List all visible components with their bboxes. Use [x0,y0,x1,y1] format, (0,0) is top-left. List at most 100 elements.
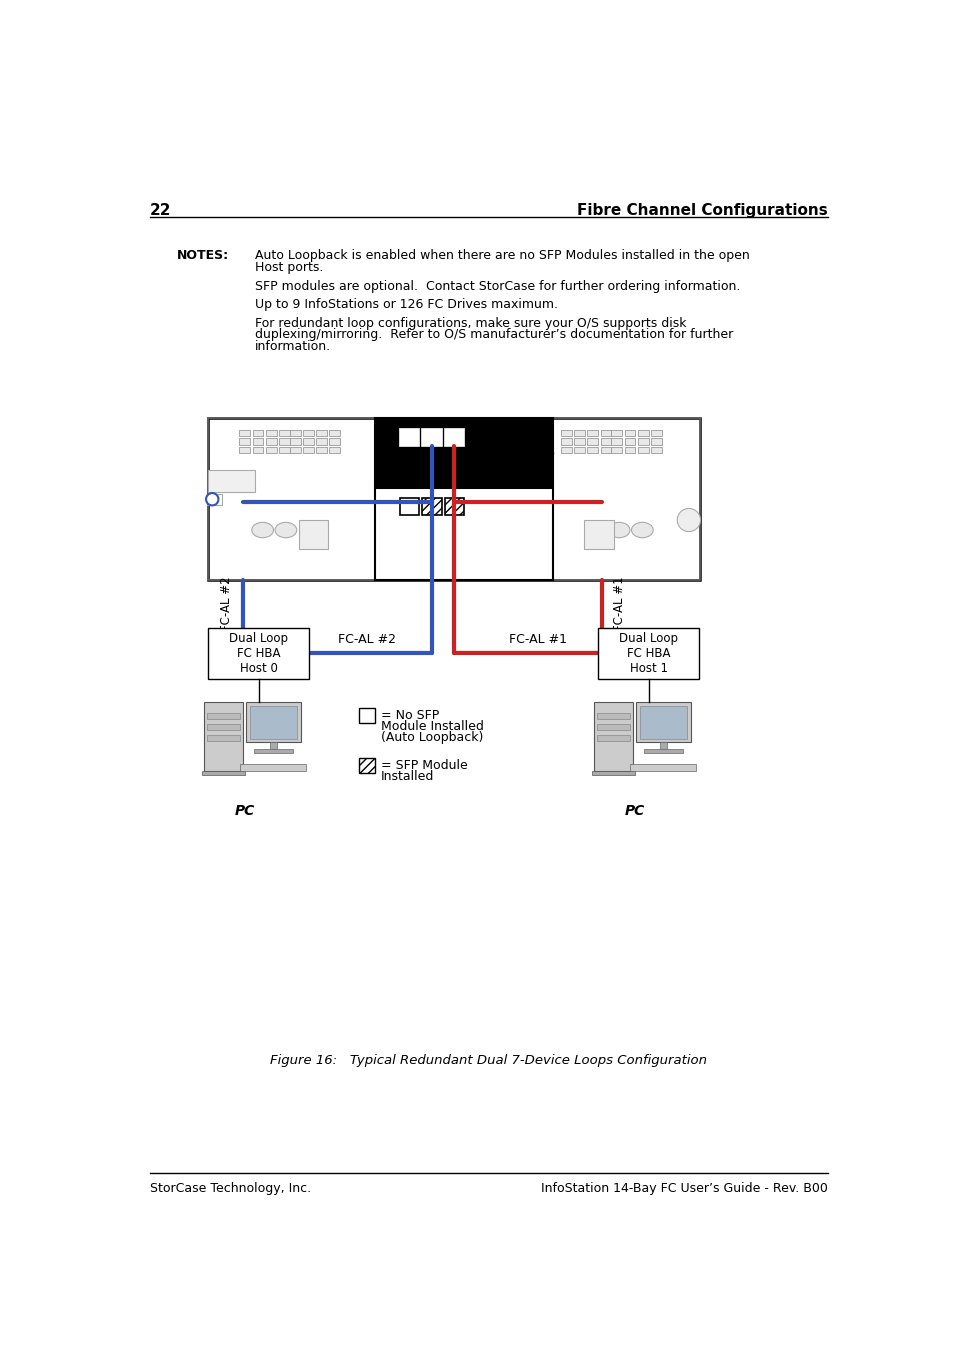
Bar [637,446,648,453]
Bar [239,430,250,437]
Ellipse shape [274,523,296,538]
Bar [202,771,245,775]
Bar [399,498,418,515]
Text: NOTES:: NOTES: [177,249,230,261]
Text: Module Installed: Module Installed [381,720,483,732]
Text: InfoStation 14-Bay FC User’s Guide - Rev. B00: InfoStation 14-Bay FC User’s Guide - Rev… [540,1183,827,1195]
Bar [315,446,327,453]
Text: = No SFP: = No SFP [381,709,439,721]
Ellipse shape [631,523,653,538]
Text: duplexing/mirroring.  Refer to O/S manufacturer’s documentation for further: duplexing/mirroring. Refer to O/S manufa… [254,329,732,341]
Bar [239,438,250,445]
Bar [637,430,648,437]
Bar [375,487,553,580]
Bar [246,702,301,742]
Bar [560,446,571,453]
Bar [650,446,661,453]
Bar [239,446,250,453]
Ellipse shape [677,508,700,531]
Bar [596,735,630,741]
Bar [290,446,300,453]
Bar [250,705,297,739]
Text: FC-AL #2: FC-AL #2 [219,576,233,631]
Bar [650,438,661,445]
Bar [290,430,300,437]
Bar [583,520,613,549]
Bar [444,498,464,515]
Bar [278,438,290,445]
Text: Host ports.: Host ports. [254,260,323,274]
Bar [422,498,441,515]
Bar [624,430,635,437]
Text: FC-AL #2: FC-AL #2 [338,632,395,646]
Bar [303,430,314,437]
Bar [207,724,240,730]
Bar [599,430,611,437]
Bar [253,438,263,445]
Bar [587,430,598,437]
Bar [587,438,598,445]
Text: FC-AL #1: FC-AL #1 [508,632,566,646]
Bar [560,438,571,445]
Bar [624,446,635,453]
Bar [422,428,441,446]
Circle shape [206,493,218,505]
Bar [278,430,290,437]
Text: information.: information. [254,340,331,353]
Ellipse shape [252,523,274,538]
Bar [630,764,695,771]
Bar [359,708,375,723]
Bar [596,713,630,720]
Bar [574,430,584,437]
Bar [298,520,328,549]
Text: Dual Loop
FC HBA
Host 0: Dual Loop FC HBA Host 0 [229,631,288,675]
Bar [208,628,309,679]
Bar [266,446,276,453]
Text: PC: PC [624,804,644,819]
Text: Installed: Installed [381,769,435,783]
Ellipse shape [608,523,629,538]
Bar [611,438,621,445]
Bar [315,430,327,437]
Bar [560,430,571,437]
Bar [553,419,700,580]
Bar [650,430,661,437]
Bar [659,742,666,749]
Bar [399,428,418,446]
Bar [253,749,293,753]
Bar [204,702,242,771]
Bar [290,438,300,445]
Bar [637,438,648,445]
Bar [643,749,682,753]
Text: 22: 22 [150,203,172,218]
Bar [208,419,375,580]
Text: FC-AL #1: FC-AL #1 [612,576,625,631]
Bar [635,702,690,742]
Bar [253,446,263,453]
Text: Auto Loopback is enabled when there are no SFP Modules installed in the open: Auto Loopback is enabled when there are … [254,249,749,261]
Bar [639,705,686,739]
Text: Up to 9 InfoStations or 126 FC Drives maximum.: Up to 9 InfoStations or 126 FC Drives ma… [254,298,558,311]
Bar [375,419,553,487]
Bar [266,438,276,445]
Bar [303,446,314,453]
Bar [278,446,290,453]
Text: PC: PC [234,804,254,819]
Bar [208,470,254,491]
Text: Fibre Channel Configurations: Fibre Channel Configurations [577,203,827,218]
Text: For redundant loop configurations, make sure your O/S supports disk: For redundant loop configurations, make … [254,316,685,330]
Bar [624,438,635,445]
Text: Figure 16:   Typical Redundant Dual 7-Device Loops Configuration: Figure 16: Typical Redundant Dual 7-Devi… [270,1054,707,1066]
Bar [592,771,635,775]
Bar [303,438,314,445]
Bar [208,419,700,580]
Bar [444,428,464,446]
Text: SFP modules are optional.  Contact StorCase for further ordering information.: SFP modules are optional. Contact StorCa… [254,279,740,293]
Text: (Auto Loopback): (Auto Loopback) [381,731,483,743]
Bar [207,735,240,741]
Bar [359,758,375,773]
Bar [253,430,263,437]
Bar [596,724,630,730]
Bar [240,764,306,771]
Bar [594,702,632,771]
